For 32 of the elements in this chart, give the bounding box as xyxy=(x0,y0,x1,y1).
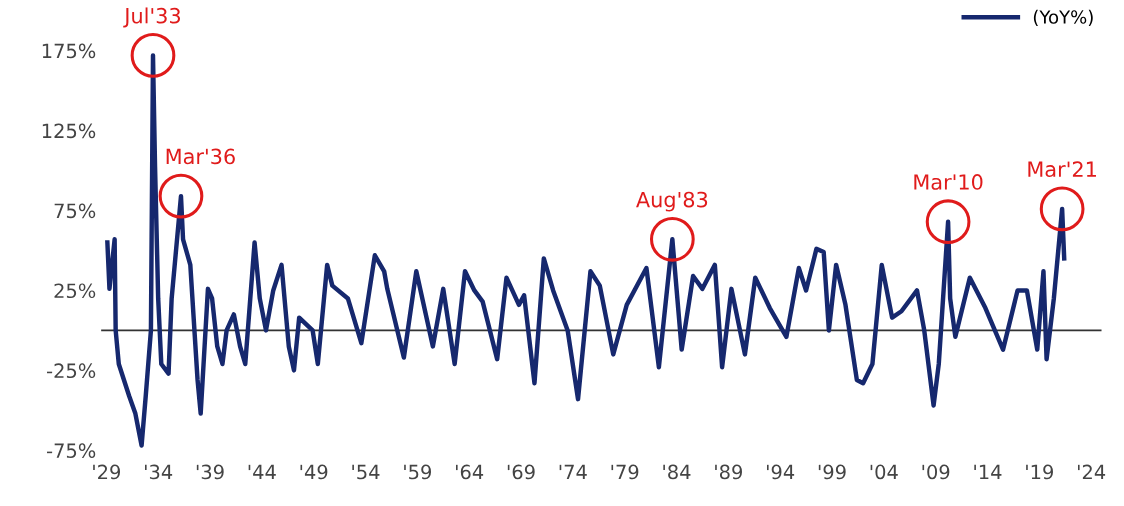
x-tick-label: '39 xyxy=(196,464,224,480)
annotation: Mar'21 xyxy=(1028,161,1096,178)
x-tick-label: '19 xyxy=(1026,464,1053,480)
annotation: Aug'83 xyxy=(636,191,708,212)
x-tick-label: '14 xyxy=(974,464,1002,479)
annotation: Jul'33 xyxy=(123,7,181,28)
y-tick-label: 125% xyxy=(42,123,96,139)
x-tick-label: '79 xyxy=(611,464,639,480)
x-tick-label: '84 xyxy=(663,464,691,480)
x-tick-label: '34 xyxy=(145,464,173,480)
legend-label: (YoY%) xyxy=(1033,9,1093,26)
x-tick-label: '94 xyxy=(766,464,795,480)
x-tick-label: '99 xyxy=(818,464,846,480)
x-tick-label: '64 xyxy=(456,464,484,480)
x-tick-label: '59 xyxy=(404,464,432,480)
x-tick-label: '24 xyxy=(1077,464,1106,479)
x-tick-label: '09 xyxy=(922,464,950,480)
x-tick-label: '89 xyxy=(715,464,743,480)
y-tick-label: -75% xyxy=(47,443,96,458)
x-tick-label: '29 xyxy=(93,464,121,480)
x-tick-label: '54 xyxy=(352,464,380,480)
x-tick-label: '44 xyxy=(248,464,276,479)
x-tick-label: '49 xyxy=(300,464,328,480)
annotation: Mar'36 xyxy=(166,148,235,165)
annotation: Mar'10 xyxy=(914,174,983,190)
x-tick-label: '69 xyxy=(507,464,535,480)
y-tick-label: 75% xyxy=(54,203,96,219)
y-tick-label: 25% xyxy=(54,283,96,299)
y-tick-label: 175% xyxy=(42,43,96,59)
y-tick-label: -25% xyxy=(47,363,96,379)
x-tick-label: '74 xyxy=(559,464,587,479)
x-tick-label: '04 xyxy=(870,464,898,480)
